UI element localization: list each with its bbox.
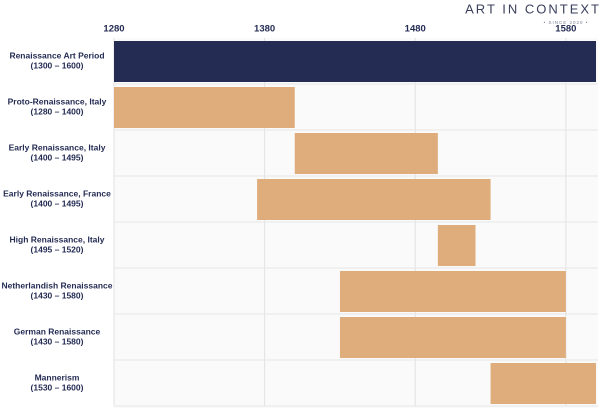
category-label: Mannerism (35, 372, 80, 382)
x-tick-label: 1480 (405, 24, 426, 35)
x-tick-label: 1280 (103, 24, 124, 35)
logo-subtitle: • SINCE 2020 • (544, 20, 589, 25)
bar (490, 363, 596, 404)
logo-title: ART IN CONTEXT (465, 1, 601, 16)
period-label: (1430 – 1580) (31, 336, 84, 346)
bar (294, 133, 438, 174)
x-tick-label: 1380 (254, 24, 275, 35)
bar (339, 317, 566, 358)
x-tick-label: 1580 (555, 24, 576, 35)
category-label: Early Renaissance, France (3, 188, 111, 198)
period-label: (1495 – 1520) (31, 244, 84, 254)
period-label: (1530 – 1600) (31, 382, 84, 392)
bar (339, 271, 566, 312)
period-label: (1430 – 1580) (31, 290, 84, 300)
bar (257, 179, 491, 220)
category-label: Proto-Renaissance, Italy (8, 96, 107, 106)
category-label: Early Renaissance, Italy (9, 142, 106, 152)
category-label: German Renaissance (14, 326, 101, 336)
category-label: High Renaissance, Italy (10, 234, 105, 244)
category-label: Netherlandish Renaissance (1, 280, 112, 290)
category-label: Renaissance Art Period (9, 50, 104, 60)
period-label: (1300 – 1600) (31, 60, 84, 70)
period-label: (1400 – 1495) (31, 198, 84, 208)
bar (114, 41, 596, 82)
period-label: (1280 – 1400) (31, 106, 84, 116)
bar (114, 87, 295, 128)
period-label: (1400 – 1495) (31, 152, 84, 162)
bar (437, 225, 476, 266)
